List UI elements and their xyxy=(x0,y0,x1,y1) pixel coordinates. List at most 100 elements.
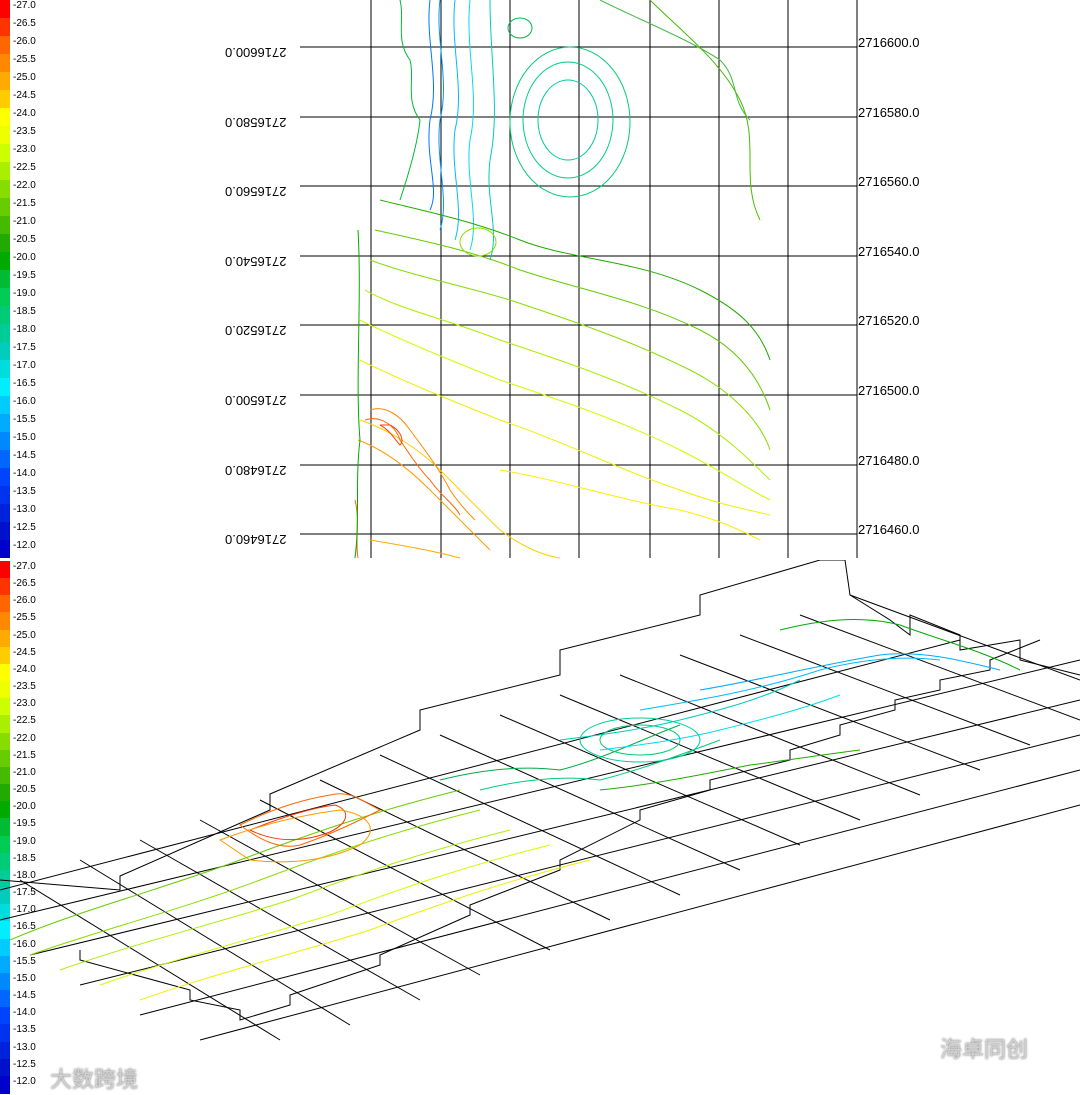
legend-swatch xyxy=(0,715,10,734)
northing-label: 2716600.0 xyxy=(858,35,920,50)
legend-swatch xyxy=(0,342,10,360)
legend-label: -18.5 xyxy=(13,306,36,317)
depth-legend-top xyxy=(0,0,10,558)
legend-label: -17.5 xyxy=(13,342,36,353)
legend-label: -15.0 xyxy=(13,432,36,443)
northing-label: 2716540.0 xyxy=(858,244,920,259)
legend-swatch xyxy=(0,972,10,991)
legend-swatch xyxy=(0,72,10,90)
northing-label-rotated: 2716480.0 xyxy=(225,463,287,478)
legend-swatch xyxy=(0,921,10,940)
legend-swatch xyxy=(0,270,10,288)
legend-swatch xyxy=(0,414,10,432)
legend-swatch xyxy=(0,578,10,597)
legend-label: -21.5 xyxy=(13,749,36,761)
legend-label: -14.0 xyxy=(13,468,36,479)
legend-swatch xyxy=(0,835,10,854)
legend-label: -20.0 xyxy=(13,801,36,813)
legend-swatch xyxy=(0,561,10,579)
legend-swatch xyxy=(0,732,10,751)
legend-label: -16.5 xyxy=(13,378,36,389)
legend-label: -27.0 xyxy=(13,561,36,572)
legend-label: -14.0 xyxy=(13,1007,36,1019)
legend-swatch xyxy=(0,90,10,108)
legend-label: -27.0 xyxy=(13,0,36,11)
legend-label: -18.5 xyxy=(13,852,36,864)
legend-swatch xyxy=(0,938,10,957)
legend-swatch xyxy=(0,450,10,468)
legend-label: -23.0 xyxy=(13,144,36,155)
legend-swatch xyxy=(0,288,10,306)
legend-swatch xyxy=(0,1041,10,1060)
northing-label-rotated: 2716460.0 xyxy=(225,532,287,547)
legend-label: -22.5 xyxy=(13,715,36,727)
legend-label: -12.5 xyxy=(13,522,36,533)
plan-grid xyxy=(300,0,858,558)
legend-label: -13.0 xyxy=(13,1041,36,1053)
legend-swatch xyxy=(0,126,10,144)
legend-swatch xyxy=(0,749,10,768)
legend-label: -26.0 xyxy=(13,595,36,607)
legend-label: -18.0 xyxy=(13,324,36,335)
legend-label: -24.0 xyxy=(13,108,36,119)
legend-swatch xyxy=(0,306,10,324)
contour-lines xyxy=(354,0,771,559)
legend-swatch xyxy=(0,162,10,180)
legend-label: -22.0 xyxy=(13,180,36,191)
legend-label: -24.0 xyxy=(13,663,36,675)
legend-swatch xyxy=(0,612,10,631)
legend-swatch xyxy=(0,108,10,126)
legend-label: -13.5 xyxy=(13,486,36,497)
contour-map-3d-perspective xyxy=(0,560,1080,1041)
legend-label: -22.5 xyxy=(13,162,36,173)
legend-swatch xyxy=(0,504,10,522)
northing-label-rotated: 2716600.0 xyxy=(225,45,287,60)
legend-label: -12.0 xyxy=(13,540,36,551)
legend-swatch xyxy=(0,486,10,504)
legend-swatch xyxy=(0,1075,10,1094)
legend-swatch xyxy=(0,324,10,342)
northing-label: 2716580.0 xyxy=(858,105,920,120)
legend-label: -12.5 xyxy=(13,1058,36,1070)
legend-label: -21.0 xyxy=(13,216,36,227)
legend-swatch xyxy=(0,396,10,414)
legend-swatch xyxy=(0,852,10,871)
legend-label: -15.0 xyxy=(13,972,36,984)
northing-label: 2716560.0 xyxy=(858,174,920,189)
legend-label: -24.5 xyxy=(13,646,36,658)
legend-swatch xyxy=(0,869,10,888)
legend-label: -23.0 xyxy=(13,698,36,710)
northing-label: 2716520.0 xyxy=(858,313,920,328)
legend-swatch xyxy=(0,646,10,665)
legend-swatch xyxy=(0,990,10,1009)
legend-swatch xyxy=(0,378,10,396)
perspective-contours xyxy=(9,619,1021,1001)
legend-label: -20.0 xyxy=(13,252,36,263)
legend-swatch xyxy=(0,0,10,18)
legend-label: -21.0 xyxy=(13,766,36,778)
legend-label: -16.0 xyxy=(13,938,36,950)
legend-label: -15.5 xyxy=(13,955,36,967)
legend-swatch xyxy=(0,698,10,717)
legend-label: -13.5 xyxy=(13,1024,36,1036)
legend-swatch xyxy=(0,904,10,923)
legend-swatch xyxy=(0,955,10,974)
legend-label: -13.0 xyxy=(13,504,36,515)
legend-swatch xyxy=(0,432,10,450)
legend-label: -21.5 xyxy=(13,198,36,209)
legend-label: -16.0 xyxy=(13,396,36,407)
northing-label-rotated: 2716560.0 xyxy=(225,184,287,199)
legend-swatch xyxy=(0,784,10,803)
legend-label: -14.5 xyxy=(13,450,36,461)
legend-label: -25.5 xyxy=(13,54,36,65)
northing-label: 2716460.0 xyxy=(858,522,920,537)
legend-swatch xyxy=(0,540,10,558)
legend-label: -19.0 xyxy=(13,288,36,299)
legend-label: -25.0 xyxy=(13,72,36,83)
legend-label: -25.0 xyxy=(13,629,36,641)
legend-swatch xyxy=(0,1007,10,1026)
northing-label-rotated: 2716540.0 xyxy=(225,254,287,269)
legend-swatch xyxy=(0,1058,10,1077)
legend-swatch xyxy=(0,18,10,36)
legend-swatch xyxy=(0,595,10,614)
